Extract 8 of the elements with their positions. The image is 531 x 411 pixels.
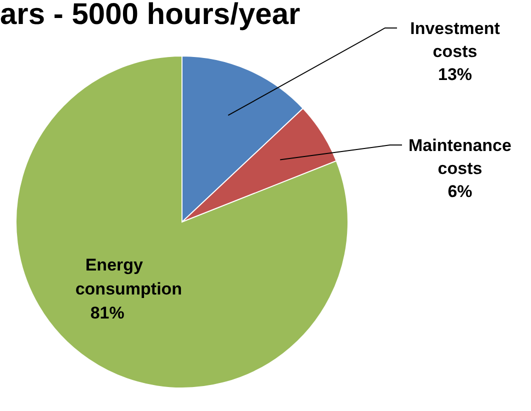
chart-title: ars - 5000 hours/year xyxy=(0,0,300,31)
data-label: 6% xyxy=(448,182,472,201)
slice-label: Energy consumption xyxy=(75,256,182,299)
pie-slice xyxy=(16,56,348,388)
data-label: 13% xyxy=(438,65,472,84)
data-label: 81% xyxy=(90,304,124,323)
slice-label: Investment costs xyxy=(410,19,500,61)
slice-label: Maintenance costs xyxy=(408,136,512,178)
